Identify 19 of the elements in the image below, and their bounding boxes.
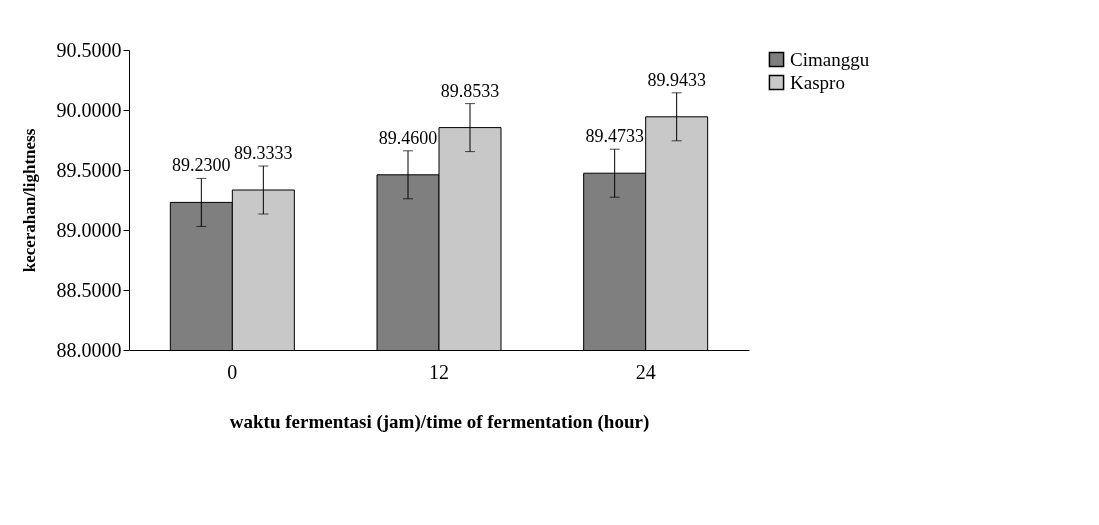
data-label: 89.9433 bbox=[647, 69, 706, 90]
x-tick-label: 24 bbox=[635, 360, 656, 383]
data-label: 89.8533 bbox=[440, 80, 500, 101]
y-axis-title: kecerahan/lightness bbox=[19, 128, 39, 273]
x-tick-label: 12 bbox=[429, 360, 449, 383]
legend-label: Cimanggu bbox=[790, 48, 870, 70]
y-tick-label: 90.5000 bbox=[56, 38, 122, 61]
data-label: 89.4733 bbox=[585, 126, 644, 147]
y-tick-label: 88.0000 bbox=[56, 338, 122, 361]
y-tick-label: 89.0000 bbox=[56, 218, 122, 241]
x-tick-label: 0 bbox=[227, 360, 238, 383]
data-label: 89.4600 bbox=[378, 127, 438, 148]
legend-label: Kaspro bbox=[790, 71, 845, 93]
x-axis-title: waktu fermentasi (jam)/time of fermentation (hour) bbox=[229, 410, 650, 433]
y-tick-label: 88.5000 bbox=[56, 278, 122, 301]
data-label: 89.3333 bbox=[234, 143, 293, 163]
y-tick-label: 90.0000 bbox=[56, 98, 122, 121]
data-label: 89.2300 bbox=[172, 155, 231, 176]
y-tick-label: 89.5000 bbox=[56, 158, 122, 181]
